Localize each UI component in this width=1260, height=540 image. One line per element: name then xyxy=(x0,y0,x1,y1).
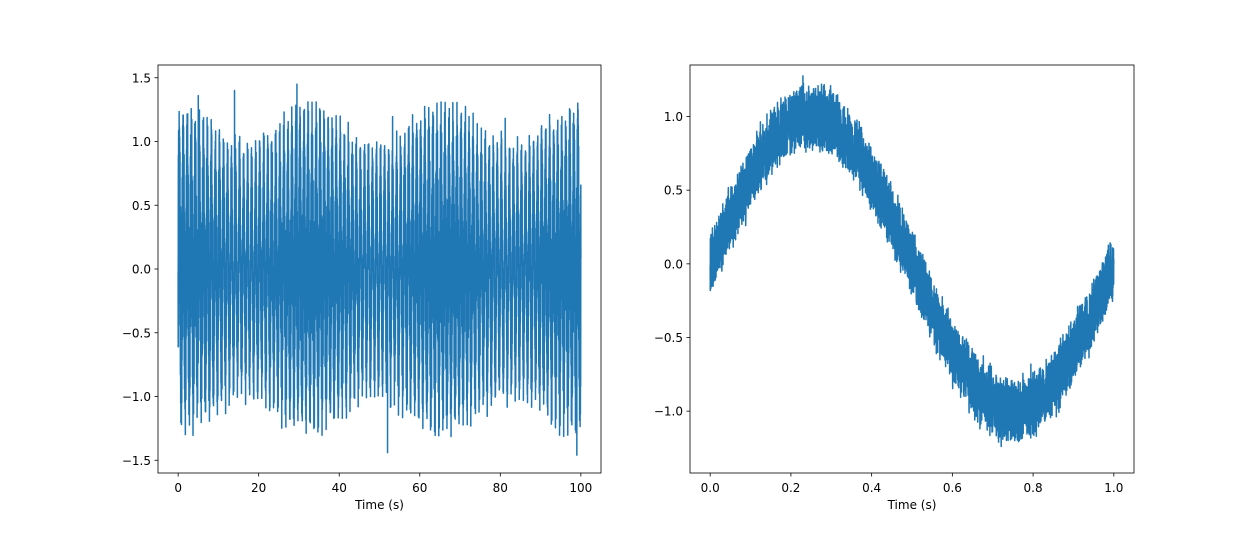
series-line xyxy=(177,83,582,456)
right-chart: 0.0 0.2 0.4 0.6 0.8 1.0 −1.0 −0.5 0.0 0.5 1.0 Time … xyxy=(654,64,1135,512)
y-tick-label: −1.5 xyxy=(122,454,151,468)
y-tick-label: 1.0 xyxy=(664,110,683,124)
x-tick-label: 40 xyxy=(332,481,347,495)
axes-frame xyxy=(689,64,1135,474)
x-tick-label: 20 xyxy=(251,481,266,495)
x-axis-label: Time (s) xyxy=(887,498,937,512)
x-tick-label: 0.0 xyxy=(701,481,720,495)
x-tick-label: 100 xyxy=(569,481,592,495)
y-tick-label: 0.5 xyxy=(132,199,151,213)
y-tick-label: −1.0 xyxy=(654,405,683,419)
x-tick-label: 0.2 xyxy=(781,481,800,495)
y-tick-label: 1.5 xyxy=(132,71,151,85)
x-tick-label: 0 xyxy=(174,481,182,495)
x-tick-label: 0.6 xyxy=(943,481,962,495)
y-tick-label: −1.0 xyxy=(122,390,151,404)
left-chart: 0 20 40 60 80 100 −1.5 −1.0 −0.5 0.0 0.5 1.0 1.5 Time… xyxy=(122,64,602,512)
y-tick-label: 0.0 xyxy=(132,263,151,277)
y-tick-label: −0.5 xyxy=(654,331,683,345)
y-tick-label: −0.5 xyxy=(122,326,151,340)
x-tick-label: 80 xyxy=(493,481,508,495)
x-tick-label: 60 xyxy=(412,481,427,495)
x-axis-label: Time (s) xyxy=(354,498,404,512)
x-tick-label: 0.8 xyxy=(1024,481,1043,495)
x-tick-label: 0.4 xyxy=(862,481,881,495)
series-line xyxy=(709,75,1115,448)
y-tick-label: 0.5 xyxy=(664,184,683,198)
y-tick-label: 1.0 xyxy=(132,135,151,149)
y-tick-label: 0.0 xyxy=(664,257,683,271)
x-tick-label: 1.0 xyxy=(1104,481,1123,495)
